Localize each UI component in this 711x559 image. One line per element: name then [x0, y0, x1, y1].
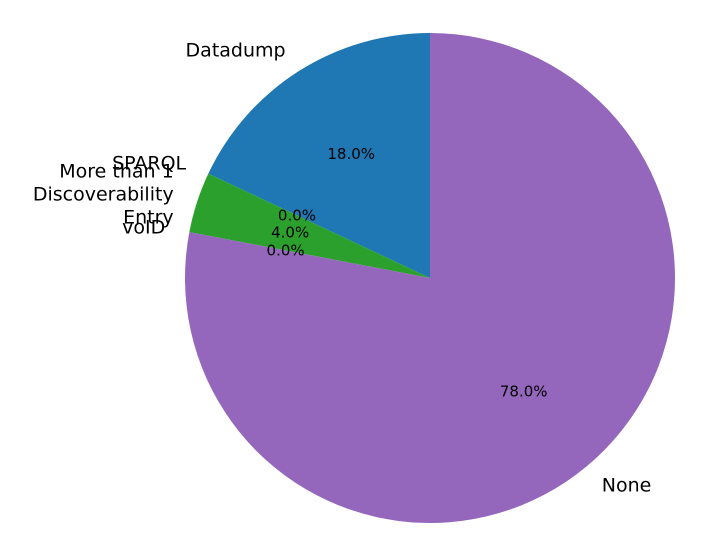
- category-label-more-than-1-discoverability-entry: More than 1 Discoverability Entry: [33, 161, 174, 229]
- category-label-datadump: Datadump: [186, 39, 286, 61]
- pie-labels: Datadump 18.0% SPARQL 0.0% More than 1 Discov…: [33, 39, 652, 496]
- slice-datadump: [208, 33, 430, 278]
- slice-none: [184, 33, 675, 523]
- category-label-void: voID: [122, 217, 165, 239]
- percent-label-none: 78.0%: [500, 382, 548, 400]
- category-label-none: None: [602, 475, 652, 497]
- slice-more-than-1-discoverability-entry: [189, 173, 430, 278]
- category-label-sparql: SPARQL: [112, 152, 186, 174]
- percent-label-more-than-1-discoverability-entry: 4.0%: [271, 224, 309, 242]
- pie-slices: [184, 33, 675, 523]
- percent-label-datadump: 18.0%: [327, 145, 375, 163]
- percent-label-void: 0.0%: [267, 241, 305, 259]
- percent-label-sparql: 0.0%: [278, 206, 316, 224]
